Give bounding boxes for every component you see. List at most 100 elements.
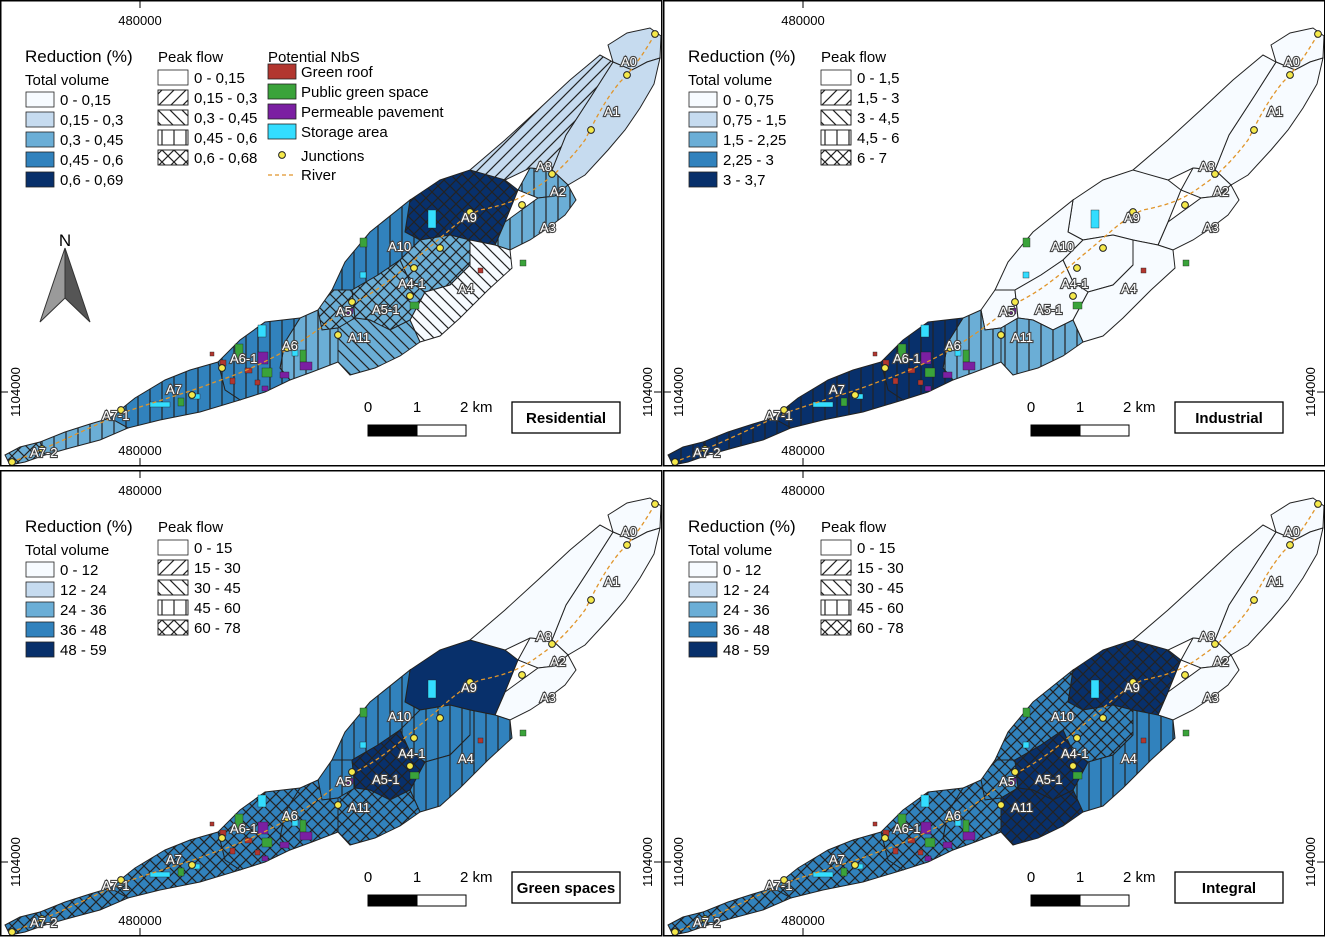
junction-point — [651, 500, 659, 508]
y-coord-left: 1104000 — [8, 837, 23, 887]
legend-nbs-swatch — [267, 123, 297, 140]
legend-volume-label: 48 - 59 — [60, 642, 107, 659]
scale-label: 2 km — [1123, 399, 1156, 416]
subbasin-label-a5-1: A5-1 — [1035, 772, 1062, 787]
subbasin-layer — [667, 497, 1325, 936]
legend-volume-swatch — [688, 641, 718, 658]
junction-point — [518, 671, 526, 679]
subbasin-label-a2: A2 — [550, 654, 566, 669]
storage-patch — [427, 209, 437, 229]
legend-volume-swatch — [25, 111, 55, 128]
permeable-patch — [1007, 307, 1017, 315]
legend-peak-hatch — [157, 129, 189, 146]
storage-patch — [291, 819, 299, 827]
legend-volume-label: 12 - 24 — [723, 582, 770, 599]
subbasin-label-a7: A7 — [829, 852, 845, 867]
permeable-patch — [299, 361, 313, 371]
legend-volume-label: 36 - 48 — [723, 622, 770, 639]
subbasin-hatch-a10 — [332, 200, 420, 290]
junction-point — [587, 126, 595, 134]
scale-bar-white — [416, 424, 467, 437]
junction-point — [1286, 541, 1294, 549]
subbasin-label-a4-1: A4-1 — [398, 276, 425, 291]
legend-volume-swatch — [688, 581, 718, 598]
permeable-patch — [257, 821, 269, 835]
legend-total-volume-title: Total volume — [25, 72, 109, 89]
permeable-patch — [344, 777, 354, 785]
legend-volume-swatch — [25, 151, 55, 168]
subbasin-label-a8: A8 — [1199, 159, 1215, 174]
junction-point — [348, 298, 356, 306]
panel-frame — [0, 0, 663, 467]
junction-point — [1011, 298, 1019, 306]
legend-nbs-label: Permeable pavement — [301, 104, 444, 121]
x-coord-bottom: 480000 — [781, 443, 824, 458]
legend-volume-swatch — [688, 111, 718, 128]
legend-peak-hatch — [820, 619, 852, 636]
scale-bar-white — [416, 894, 467, 907]
permeable-patch — [924, 385, 932, 392]
subbasin-label-a1: A1 — [1267, 574, 1283, 589]
subbasin-hatch-a10 — [332, 670, 420, 760]
storage-patch — [920, 324, 930, 338]
subbasin-hatch-a8 — [455, 55, 613, 205]
subbasin-label-a9: A9 — [461, 210, 477, 225]
subbasin-label-a7-1: A7-1 — [102, 408, 129, 423]
subbasin-layer — [4, 497, 662, 936]
subbasin-label-a11: A11 — [1011, 800, 1033, 815]
permeable-patch — [962, 831, 976, 841]
panel-frame — [0, 470, 663, 937]
public_green-patch — [409, 771, 420, 780]
junction-point — [548, 170, 556, 178]
y-coord-right: 1104000 — [1303, 837, 1318, 887]
y-coord-right: 1104000 — [1303, 367, 1318, 417]
scale-label: 0 — [364, 399, 372, 416]
subbasin-label-a1: A1 — [1267, 104, 1283, 119]
junction-point — [348, 768, 356, 776]
junction-point — [334, 801, 342, 809]
subbasin-label-a2: A2 — [1213, 184, 1229, 199]
junction-point — [1181, 671, 1189, 679]
scale-bar-black — [367, 424, 418, 437]
subbasin-hatch-a7 — [110, 362, 240, 428]
subbasin-hatch-a5-1 — [352, 260, 425, 330]
scale-bar: 0 1 2 km — [1027, 399, 1156, 437]
legend-volume-label: 0,3 - 0,45 — [60, 132, 123, 149]
subbasin-label-a4: A4 — [1121, 751, 1137, 766]
y-coord-right: 1104000 — [640, 837, 655, 887]
junction-point — [38, 445, 46, 453]
legend-volume-swatch — [688, 621, 718, 638]
storage-patch — [1022, 741, 1030, 749]
permeable-patch — [942, 841, 953, 849]
x-coord-top: 480000 — [781, 13, 824, 28]
junction-point — [623, 71, 631, 79]
subbasin-hatch-a5-1 — [352, 730, 425, 800]
subbasin-hatch-a7-2 — [668, 912, 708, 935]
x-coord-bottom: 480000 — [781, 913, 824, 928]
junction-point — [851, 391, 859, 399]
legend-peak-flow-title: Peak flow — [821, 519, 886, 536]
subbasin-label-a3: A3 — [1203, 220, 1219, 235]
legend-volume-label: 0,45 - 0,6 — [60, 152, 123, 169]
subbasin-label-a4-1: A4-1 — [398, 746, 425, 761]
legend-peak-label: 0,45 - 0,6 — [194, 130, 257, 147]
green_roof-patch — [254, 379, 261, 386]
subbasin-label-a3: A3 — [540, 220, 556, 235]
legend-peak-hatch — [157, 599, 189, 616]
legend-peak-hatch — [820, 559, 852, 576]
subbasin-hatch-a7 — [773, 832, 903, 898]
subbasin-hatch-a4 — [1073, 710, 1175, 812]
legend-peak-hatch — [820, 109, 852, 126]
legend-peak-label: 0,3 - 0,45 — [194, 110, 257, 127]
x-coord-bottom: 480000 — [118, 913, 161, 928]
junction-point — [1099, 714, 1107, 722]
legend-peak-hatch — [820, 599, 852, 616]
subbasin-hatch-a11 — [338, 318, 420, 375]
subbasin-label-a10: A10 — [1051, 709, 1074, 724]
junction-point — [946, 814, 954, 822]
storage-patch — [1022, 271, 1030, 279]
subbasin-label-a3: A3 — [1203, 690, 1219, 705]
scenario-label-box — [1174, 871, 1284, 904]
public_green-patch — [299, 349, 307, 363]
junction-point — [1314, 30, 1322, 38]
